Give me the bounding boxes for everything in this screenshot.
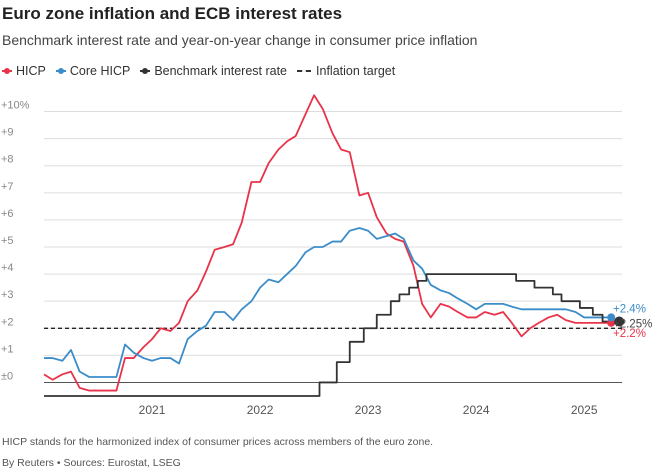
core-line-icon <box>55 66 66 76</box>
dashed-line-icon <box>297 70 312 72</box>
hicp-line <box>43 94 612 392</box>
y-tick-label: +4 <box>1 262 14 274</box>
x-tick-label: 2025 <box>571 403 598 417</box>
legend-label-rate: Benchmark interest rate <box>154 64 288 78</box>
benchmark-rate-end-label: +2.25% <box>613 319 652 331</box>
label-layer: +2.4% +2.25%+2.2% <box>613 303 652 339</box>
x-tick-label: 2021 <box>139 403 166 417</box>
legend-item-target: Inflation target <box>297 64 395 78</box>
core-hicp-end-marker <box>607 313 616 322</box>
hicp-line-icon <box>2 66 12 76</box>
y-tick-label: +2 <box>1 316 14 328</box>
grid-layer <box>44 111 622 383</box>
rate-line-icon <box>140 66 151 76</box>
x-tick-label: 2023 <box>355 403 382 417</box>
y-tick-label: +9 <box>1 127 14 139</box>
benchmark-rate-line <box>44 273 614 397</box>
y-tick-label: +5 <box>1 235 14 247</box>
y-tick-label: ±0 <box>1 370 13 382</box>
hicp-end-label: +2.2% <box>613 328 646 340</box>
legend-label-hicp: HICP <box>16 64 46 78</box>
chart-title: Euro zone inflation and ECB interest rat… <box>2 4 343 23</box>
legend-item-rate: Benchmark interest rate <box>140 64 287 78</box>
footnote: HICP stands for the harmonized index of … <box>2 436 434 448</box>
benchmark-rate-end-marker <box>614 316 625 327</box>
core-hicp-end-label: +2.4% <box>613 303 646 315</box>
y-tick-label: +7 <box>1 181 14 193</box>
chart-legend: HICP Core HICP Benchmark interest rate I… <box>2 64 405 78</box>
legend-item-core: Core HICP <box>55 64 131 78</box>
legend-label-core: Core HICP <box>69 64 131 78</box>
series-layer <box>43 94 625 397</box>
core-hicp-line <box>44 227 612 378</box>
x-tick-label: 2022 <box>247 403 274 417</box>
y-tick-label: +10% <box>1 100 30 112</box>
line-chart: ±0 +1 +2 +3 +4 +5 +6 +7 +8 +9 +10% 2021 2022 2023 2024… <box>1 94 652 417</box>
y-tick-label: +6 <box>1 208 14 220</box>
axis-layer: ±0 +1 +2 +3 +4 +5 +6 +7 +8 +9 +10% 2021 2022 2023 2024… <box>1 100 598 417</box>
legend-label-target: Inflation target <box>316 64 396 78</box>
y-tick-label: +1 <box>1 343 14 355</box>
source-credit: By Reuters • Sources: Eurostat, LSEG <box>2 457 181 469</box>
chart-subtitle: Benchmark interest rate and year-on-year… <box>2 32 478 48</box>
y-tick-label: +3 <box>1 289 14 301</box>
y-tick-label: +8 <box>1 154 14 166</box>
legend-item-hicp: HICP <box>2 64 46 78</box>
x-tick-label: 2024 <box>463 403 490 417</box>
